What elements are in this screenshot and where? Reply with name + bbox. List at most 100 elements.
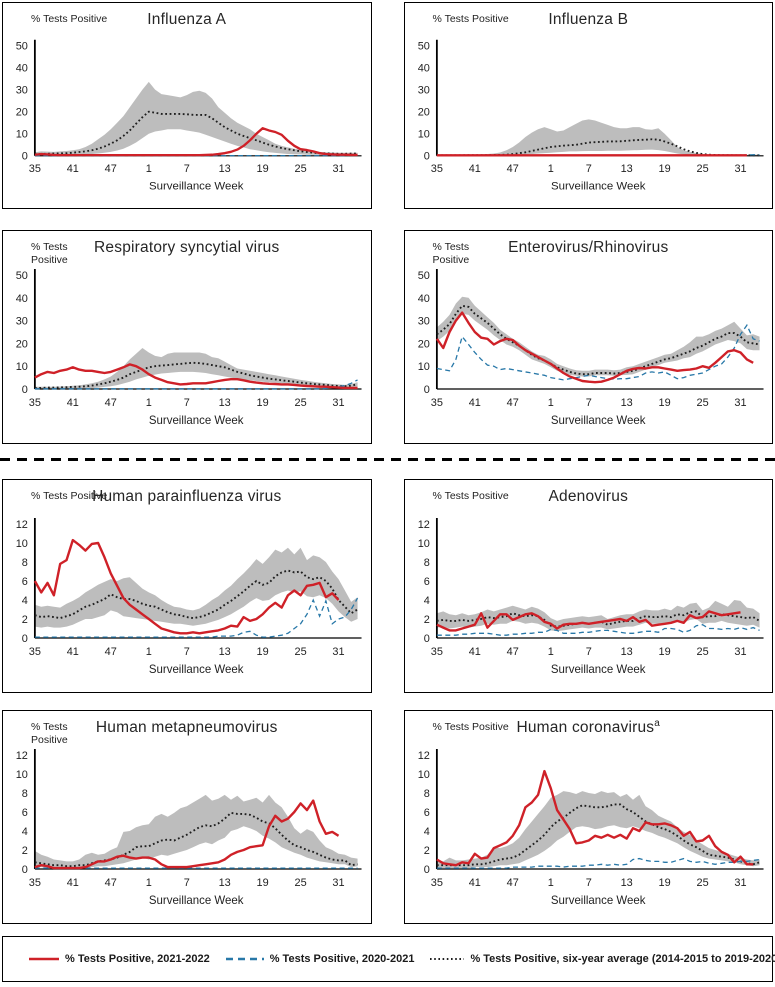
chart-influenza-a: % Tests Positive Influenza A 0 10 20 30 40 50… [2, 2, 372, 209]
influenza-a-plot: 0 10 20 30 40 50 35 41 47 1 7 13 19 25 31 Surveillance … [16, 39, 362, 193]
svg-text:25: 25 [696, 397, 708, 409]
svg-text:31: 31 [734, 646, 746, 658]
chart-title: Human parainfluenza virus [92, 488, 282, 506]
svg-text:13: 13 [620, 877, 632, 889]
svg-text:7: 7 [184, 877, 190, 889]
svg-text:1: 1 [547, 163, 553, 175]
chart-title: Adenovirus [548, 488, 629, 506]
section-divider-dashed [0, 458, 775, 461]
svg-text:10: 10 [417, 538, 429, 550]
y-axis-title: % Tests Positive [432, 721, 509, 733]
y-axis-title: % Tests Positive [432, 490, 509, 502]
svg-text:6: 6 [22, 807, 28, 819]
svg-text:31: 31 [734, 163, 746, 175]
svg-text:47: 47 [105, 646, 117, 658]
svg-text:1: 1 [547, 646, 553, 658]
svg-text:41: 41 [67, 877, 79, 889]
svg-text:0: 0 [423, 151, 429, 163]
red-solid-line-sample [29, 957, 59, 961]
svg-text:30: 30 [16, 316, 28, 328]
human-metapneumovirus-plot: 0 2 4 6 8 10 12 35 41 47 1 7 13 19 25 31 Surveillance We… [16, 749, 362, 907]
svg-text:35: 35 [29, 163, 41, 175]
chart-human-coronavirus: % Tests Positive Human coronavirusa 0 2 4 6… [403, 710, 773, 924]
human-coronavirus-plot: 0 2 4 6 8 10 12 35 41 47 1 7 13 19 25 31 Surveillance We… [417, 749, 764, 907]
legend-label: % Tests Positive, 2020-2021 [269, 953, 415, 965]
svg-text:40: 40 [417, 63, 429, 75]
svg-text:10: 10 [16, 361, 28, 373]
legend-item-2020-2021: % Tests Positive, 2020-2021 [225, 953, 415, 965]
svg-text:30: 30 [417, 85, 429, 97]
chart-row-2: % Tests Positive Respiratory syncytial vi… [0, 230, 775, 444]
svg-text:30: 30 [16, 85, 28, 97]
svg-text:47: 47 [506, 397, 518, 409]
svg-text:7: 7 [585, 163, 591, 175]
svg-text:47: 47 [105, 163, 117, 175]
svg-text:47: 47 [506, 877, 518, 889]
svg-text:35: 35 [430, 646, 442, 658]
svg-text:2: 2 [423, 614, 429, 626]
svg-text:6: 6 [423, 576, 429, 588]
svg-text:Surveillance Week: Surveillance Week [149, 895, 244, 907]
svg-text:4: 4 [22, 595, 28, 607]
svg-text:47: 47 [506, 646, 518, 658]
chart-row-3: % Tests Positive Human parainfluenza vir… [0, 479, 775, 693]
svg-text:35: 35 [430, 163, 442, 175]
chart-title: Influenza B [548, 11, 629, 29]
svg-text:4: 4 [423, 826, 429, 838]
svg-text:31: 31 [734, 877, 746, 889]
svg-text:50: 50 [16, 270, 28, 282]
blue-dashed-line-sample [225, 957, 264, 961]
y-axis-title: % Tests Positive [432, 241, 470, 267]
svg-text:8: 8 [423, 788, 429, 800]
svg-text:20: 20 [417, 338, 429, 350]
svg-text:47: 47 [506, 163, 518, 175]
svg-text:Surveillance Week: Surveillance Week [550, 895, 645, 907]
svg-text:12: 12 [16, 519, 28, 531]
svg-text:2: 2 [22, 845, 28, 857]
svg-text:4: 4 [22, 826, 28, 838]
svg-text:6: 6 [22, 576, 28, 588]
svg-text:40: 40 [16, 293, 28, 305]
svg-text:13: 13 [620, 646, 632, 658]
svg-text:8: 8 [22, 557, 28, 569]
legend-label: % Tests Positive, six-year average (2014… [470, 953, 775, 965]
svg-text:2: 2 [423, 845, 429, 857]
svg-text:41: 41 [468, 646, 480, 658]
svg-text:1: 1 [146, 877, 152, 889]
svg-text:10: 10 [417, 769, 429, 781]
svg-text:Surveillance Week: Surveillance Week [149, 415, 244, 427]
chart-human-metapneumovirus: % Tests Positive Human metapneumovirus 0 2… [2, 710, 372, 924]
chart-title: Influenza A [147, 11, 227, 29]
svg-text:25: 25 [294, 163, 306, 175]
svg-text:10: 10 [16, 769, 28, 781]
chart-influenza-b: % Tests Positive Influenza B 0 10 20 30 40 50… [403, 2, 773, 209]
chart-human-parainfluenza: % Tests Positive Human parainfluenza vir… [2, 479, 372, 693]
svg-text:13: 13 [219, 646, 231, 658]
svg-text:7: 7 [184, 163, 190, 175]
svg-text:41: 41 [67, 163, 79, 175]
svg-text:13: 13 [219, 397, 231, 409]
svg-text:10: 10 [16, 538, 28, 550]
svg-text:19: 19 [257, 163, 269, 175]
chart-title: Human coronavirusa [516, 718, 661, 737]
svg-text:35: 35 [29, 877, 41, 889]
influenza-b-plot: 0 10 20 30 40 50 35 41 47 1 7 13 19 25 31 Surveillance … [417, 39, 764, 193]
svg-text:Surveillance Week: Surveillance Week [550, 664, 645, 676]
svg-text:10: 10 [417, 361, 429, 373]
svg-text:50: 50 [417, 270, 429, 282]
svg-text:6: 6 [423, 807, 429, 819]
svg-text:41: 41 [468, 877, 480, 889]
svg-text:41: 41 [67, 397, 79, 409]
chart-title: Enterovirus/Rhinovirus [508, 239, 669, 257]
svg-text:35: 35 [29, 646, 41, 658]
svg-text:13: 13 [219, 163, 231, 175]
svg-text:12: 12 [16, 750, 28, 762]
svg-text:Surveillance Week: Surveillance Week [149, 181, 244, 193]
svg-text:1: 1 [146, 646, 152, 658]
svg-text:13: 13 [620, 397, 632, 409]
chart-title: Respiratory syncytial virus [94, 239, 280, 257]
svg-text:19: 19 [658, 163, 670, 175]
svg-text:19: 19 [257, 397, 269, 409]
svg-text:7: 7 [585, 646, 591, 658]
